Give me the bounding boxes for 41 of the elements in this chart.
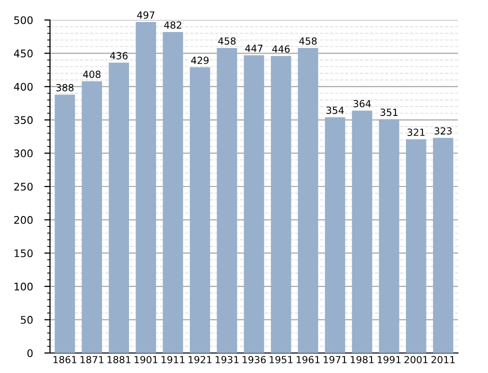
y-tick-label: 150	[14, 249, 33, 258]
x-tick-label: 1921	[188, 356, 212, 364]
data-label: 364	[354, 100, 371, 108]
y-tick-label: 350	[14, 116, 33, 124]
data-label: 408	[83, 70, 100, 78]
x-tick-label: 1951	[270, 356, 292, 364]
x-tick-label: 2011	[431, 356, 455, 364]
x-tick-label: 1901	[134, 356, 158, 364]
y-tick-label: 400	[14, 82, 33, 91]
y-tick-label: 450	[14, 50, 33, 58]
data-label: 429	[191, 56, 209, 64]
data-label: 482	[164, 21, 182, 29]
data-label: 436	[110, 52, 128, 60]
data-label: 458	[218, 37, 236, 45]
data-label: 351	[380, 108, 398, 116]
x-tick-label: 1961	[296, 356, 320, 364]
y-tick-label: 0	[27, 349, 33, 358]
x-tick-label: 1971	[324, 356, 347, 364]
x-tick-label: 1936	[242, 356, 266, 364]
y-tick-label: 250	[14, 182, 33, 191]
y-tick-label: 50	[20, 316, 33, 324]
data-label: 458	[299, 37, 317, 45]
data-label: 354	[326, 106, 344, 114]
data-label: 388	[56, 84, 74, 92]
x-tick-label: 1991	[378, 356, 401, 364]
data-label: 447	[245, 44, 262, 52]
x-tick-label: 1911	[162, 356, 184, 364]
x-tick-label: 1981	[350, 356, 374, 364]
x-tick-label: 1881	[108, 356, 130, 364]
y-tick-label: 100	[14, 282, 33, 291]
data-label: 321	[408, 128, 424, 136]
x-tick-label: 1871	[80, 356, 104, 364]
data-label: 497	[137, 11, 154, 19]
x-tick-label: 1931	[216, 356, 238, 364]
y-tick-label: 500	[14, 16, 33, 24]
y-tick-label: 300	[14, 149, 33, 158]
y-tick-label: 200	[14, 216, 33, 224]
data-label: 446	[272, 45, 290, 53]
x-tick-label: 1861	[54, 356, 76, 364]
x-tick-label: 2001	[404, 356, 428, 364]
data-label: 323	[434, 127, 452, 135]
